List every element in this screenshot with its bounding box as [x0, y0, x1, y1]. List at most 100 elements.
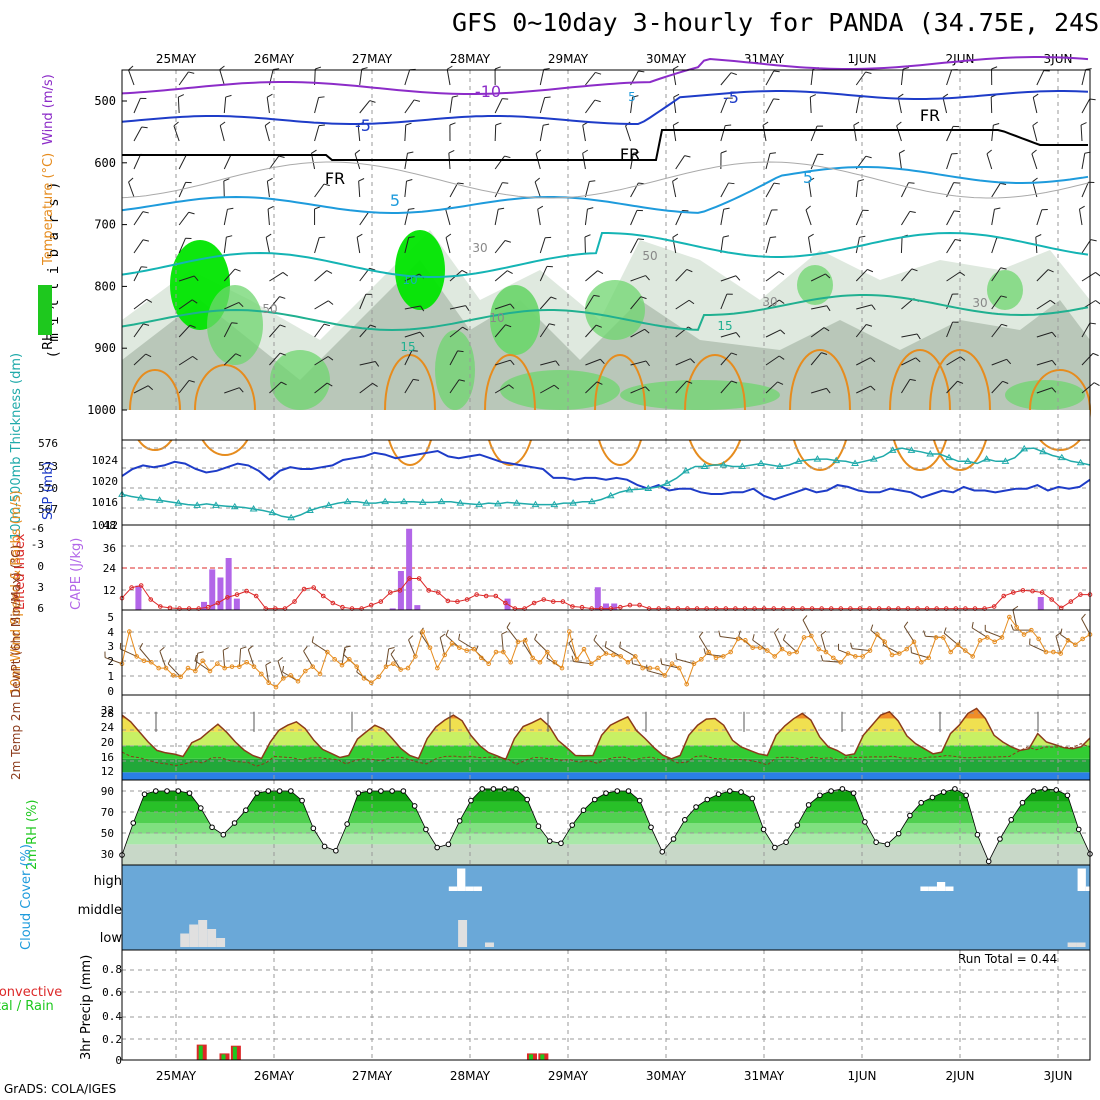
thickness-marker-30 [400, 497, 408, 505]
upper-wind-barb-11-9-flag [553, 384, 560, 390]
surface-wind-barb-112-flag [923, 630, 926, 637]
upper-wind-barb-10-9-flag [555, 360, 560, 367]
upper-wind-barb-9-20 [1036, 331, 1053, 338]
temp-bands [122, 708, 1090, 780]
wind-marker-1 [127, 629, 132, 634]
wind-marker-122 [1014, 624, 1019, 630]
upper-wind-barb-5-2 [223, 209, 228, 226]
surface-wind-barb-78-flag [675, 653, 678, 660]
upper-wind-barb-10-4-flag [327, 356, 334, 361]
chart-title: GFS 0~10day 3-hourly for PANDA (34.75E, … [452, 8, 1100, 37]
upper-wind-barb-0-2-flag [219, 65, 225, 71]
p7-label: Cloud Cover (%) [19, 844, 34, 950]
upper-wind-barb-11-7-flag [458, 379, 465, 382]
upper-wind-barb-8-21-flag [1095, 300, 1100, 305]
upper-wind-barb-2-12 [672, 125, 677, 142]
upper-wind-barb-11-15 [810, 387, 827, 394]
surface-wind-barb-28-flag [311, 636, 314, 643]
upper-wind-barb-3-6-flag [407, 151, 414, 154]
rh-marker-1 [130, 820, 137, 826]
wind-marker-72 [647, 665, 653, 671]
upper-wind-barb-0-5 [359, 69, 363, 86]
wind-marker-21 [273, 684, 279, 690]
upper-wind-barb-10-3-flag [279, 352, 286, 356]
surface-wind-barb-12-flag [194, 654, 197, 661]
upper-wind-barb-10-9 [540, 360, 556, 366]
upper-wind-barb-10-10 [585, 358, 601, 366]
upper-wind-barb-9-2-flag [231, 322, 238, 324]
rh-band-3 [122, 812, 1090, 823]
contour-label-12: 50 [262, 302, 277, 316]
upper-wind-barb-6-18 [946, 239, 956, 254]
li-marker-10 [215, 600, 221, 606]
upper-wind-barb-1-5 [359, 100, 371, 114]
upper-wind-barb-0-17 [900, 69, 904, 86]
p5-ytick-28: 28 [101, 707, 114, 720]
wind-marker-58 [545, 649, 550, 655]
thickness-marker-96 [1020, 444, 1029, 452]
surface-wind-barb-94 [802, 619, 812, 637]
upper-wind-barb-8-6 [404, 305, 421, 310]
upper-wind-barb-10-7 [449, 350, 459, 366]
upper-wind-barb-10-12-flag [690, 358, 695, 364]
contour-label-7: 5 [390, 191, 400, 210]
upper-wind-barb-8-0-flag [146, 298, 153, 303]
upper-wind-barb-4-4-flag [323, 183, 330, 187]
upper-wind-barb-8-16-flag [871, 304, 876, 311]
surface-wind-barb-16-flag [240, 646, 247, 650]
p8-ytick-0.6: 0.6 [102, 986, 122, 999]
upper-wind-barb-8-8 [494, 303, 511, 310]
upper-wind-barb-9-1 [178, 324, 191, 338]
upper-wind-barb-3-21 [1081, 153, 1086, 170]
upper-wind-barb-9-3-flag [279, 324, 286, 328]
surface-wind-barb-68-flag [604, 641, 607, 648]
upper-wind-barb-4-21 [1081, 182, 1089, 198]
wind-marker-103 [875, 632, 880, 637]
wind-marker-25 [303, 668, 308, 674]
contour-label-9: 15 [717, 319, 732, 333]
high-cloud-bar-97 [920, 886, 929, 891]
surface-wind-barb-48 [458, 639, 475, 650]
rh-marker-79 [1008, 817, 1015, 823]
upper-wind-barb-9-19 [991, 324, 1002, 338]
surface-wind-barb-46-flag [445, 629, 449, 636]
wind-marker-91 [787, 651, 792, 656]
wind-marker-14 [222, 665, 227, 671]
wind-marker-2 [134, 654, 139, 659]
surface-wind-barb-8-flag [167, 658, 172, 665]
upper-wind-barb-11-7 [449, 379, 460, 394]
high-cloud-bar-42 [465, 886, 474, 891]
surface-wind-barb-10-flag [197, 651, 204, 654]
wind-marker-88 [765, 648, 770, 653]
upper-wind-barb-1-8-flag [502, 98, 509, 100]
thickness-marker-60 [681, 466, 690, 474]
upper-wind-barb-6-13-flag [722, 235, 730, 238]
li-marker-32 [426, 588, 431, 593]
p4-ytick-1: 1 [107, 670, 114, 683]
rh-marker-57 [760, 826, 767, 833]
rh-green-patch-1 [395, 230, 445, 310]
upper-wind-barb-7-1-flag [193, 275, 199, 281]
low-cloud-bar-38 [458, 920, 468, 947]
upper-wind-barb-7-18-flag [959, 271, 966, 276]
upper-wind-barb-9-4 [314, 323, 325, 338]
upper-wind-barb-2-16 [853, 125, 857, 142]
upper-wind-barb-5-15 [805, 209, 812, 226]
wind-marker-57 [537, 659, 543, 665]
surface-wind-barb-6 [159, 651, 167, 669]
p6-ytick-30: 30 [101, 848, 114, 861]
upper-wind-barb-2-11 [625, 125, 632, 142]
upper-wind-barb-11-16 [856, 385, 871, 394]
surface-wind-barb-70-flag [619, 641, 622, 648]
thickness-marker-78 [851, 459, 859, 467]
li-marker-46 [560, 599, 566, 604]
upper-wind-barb-0-9 [539, 69, 545, 86]
rh-marker-51 [693, 804, 699, 810]
p5-label: 2m Temp 2m DewPt (6hr Min/Max) (°C) [9, 545, 23, 780]
surface-wind-barb-90 [774, 632, 783, 650]
surface-wind-barb-26 [303, 650, 314, 667]
surface-wind-barb-108 [903, 626, 915, 643]
surface-wind-barb-28 [311, 641, 328, 653]
wind-marker-68 [618, 654, 623, 659]
